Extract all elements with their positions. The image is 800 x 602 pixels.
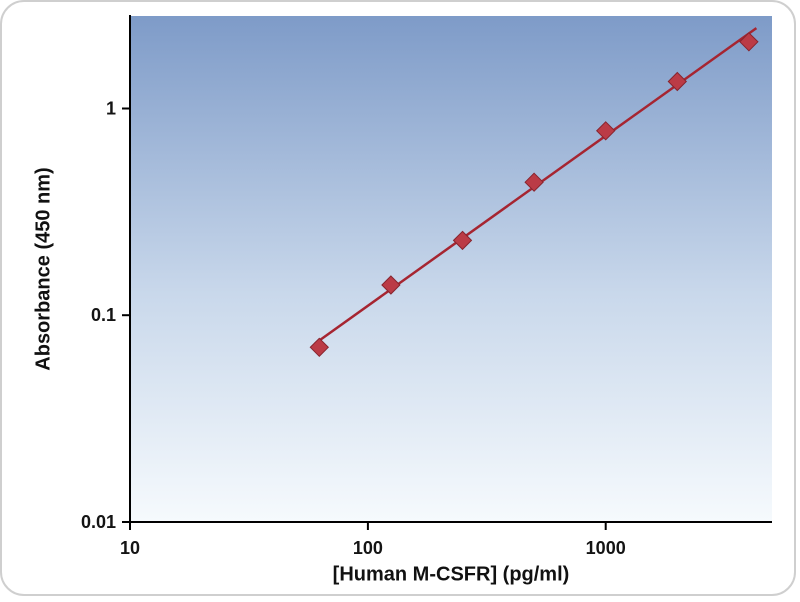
x-tick-label: 100	[353, 538, 383, 558]
data-point-marker	[452, 230, 473, 251]
x-axis-title: [Human M-CSFR] (pg/ml)	[332, 563, 570, 586]
y-tick-label: 0.01	[81, 512, 116, 532]
data-point-marker	[667, 71, 688, 92]
data-point-marker	[309, 337, 330, 358]
x-tick-label: 1000	[586, 538, 626, 558]
y-tick-label: 1	[106, 99, 116, 119]
data-point-marker	[595, 121, 616, 141]
plot-area	[130, 16, 772, 522]
y-tick-label: 0.1	[91, 305, 116, 325]
data-point-marker	[524, 172, 544, 192]
x-tick-label: 10	[120, 538, 140, 558]
data-point-marker	[739, 32, 759, 52]
data-point-marker	[381, 275, 401, 295]
y-axis-title: Absorbance (450 nm)	[32, 167, 55, 371]
